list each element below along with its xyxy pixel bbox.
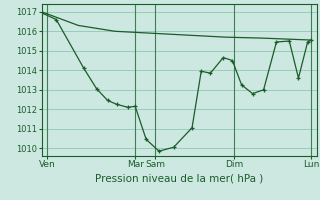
X-axis label: Pression niveau de la mer( hPa ): Pression niveau de la mer( hPa ) <box>95 173 263 183</box>
